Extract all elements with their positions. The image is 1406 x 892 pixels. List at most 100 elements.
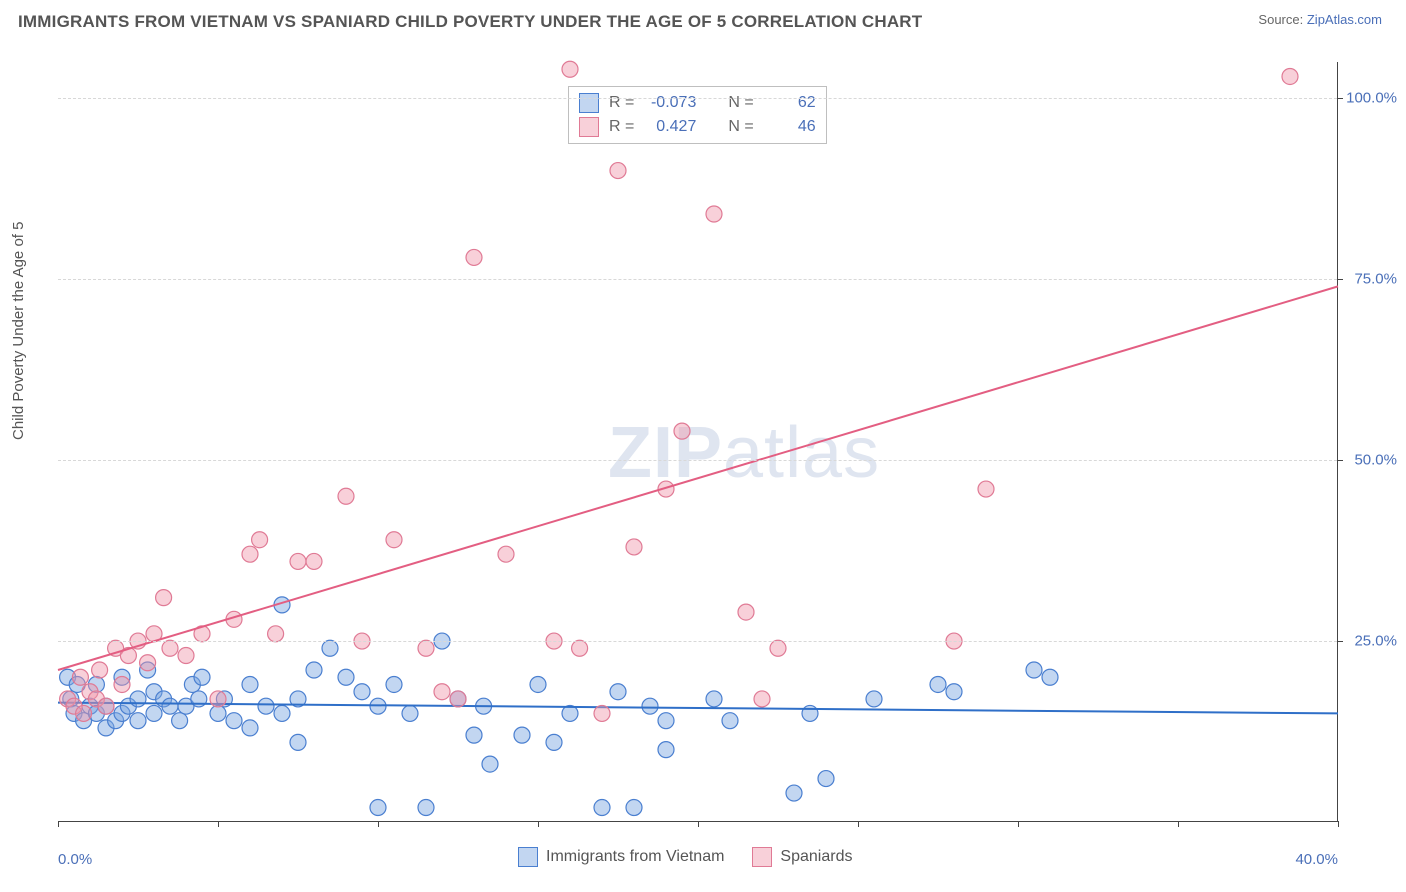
gridline [58, 460, 1337, 461]
y-axis-label: Child Poverty Under the Age of 5 [10, 222, 27, 440]
data-point [610, 163, 626, 179]
data-point [1042, 669, 1058, 685]
data-point [1026, 662, 1042, 678]
data-point [274, 705, 290, 721]
data-point [722, 713, 738, 729]
data-point [306, 662, 322, 678]
x-tick [378, 821, 379, 827]
legend-swatch [518, 847, 538, 867]
data-point [268, 626, 284, 642]
x-tick [58, 821, 59, 827]
source-label: Source: ZipAtlas.com [1258, 12, 1382, 27]
data-point [354, 684, 370, 700]
x-tick [1338, 821, 1339, 827]
data-point [738, 604, 754, 620]
data-point [658, 713, 674, 729]
data-point [626, 800, 642, 816]
data-point [386, 532, 402, 548]
data-point [130, 713, 146, 729]
y-tick [1337, 460, 1343, 461]
data-point [770, 640, 786, 656]
trend-line [58, 703, 1338, 714]
data-point [514, 727, 530, 743]
data-point [130, 691, 146, 707]
data-point [72, 669, 88, 685]
data-point [290, 734, 306, 750]
data-point [978, 481, 994, 497]
data-point [610, 684, 626, 700]
data-point [818, 771, 834, 787]
data-point [370, 800, 386, 816]
data-point [162, 698, 178, 714]
data-point [92, 662, 108, 678]
chart-container: Child Poverty Under the Age of 5 ZIPatla… [18, 40, 1388, 870]
series-legend: Immigrants from Vietnam Spaniards [518, 847, 852, 867]
data-point [386, 676, 402, 692]
y-tick-label: 25.0% [1354, 633, 1397, 650]
legend-label: Immigrants from Vietnam [546, 848, 724, 866]
data-point [450, 691, 466, 707]
data-point [252, 532, 268, 548]
data-point [594, 705, 610, 721]
y-tick [1337, 98, 1343, 99]
data-point [338, 488, 354, 504]
data-point [482, 756, 498, 772]
data-point [786, 785, 802, 801]
data-point [594, 800, 610, 816]
data-point [434, 684, 450, 700]
data-point [98, 698, 114, 714]
gridline [58, 279, 1337, 280]
data-point [930, 676, 946, 692]
y-tick [1337, 641, 1343, 642]
data-point [1282, 68, 1298, 84]
data-point [562, 61, 578, 77]
data-point [946, 684, 962, 700]
x-origin-label: 0.0% [58, 851, 92, 868]
gridline [58, 641, 1337, 642]
data-point [210, 691, 226, 707]
data-point [156, 590, 172, 606]
data-point [194, 669, 210, 685]
gridline [58, 98, 1337, 99]
plot-area: ZIPatlas R =-0.073N =62R =0.427N =46 25.… [58, 62, 1338, 822]
legend-swatch [752, 847, 772, 867]
data-point [706, 691, 722, 707]
data-point [210, 705, 226, 721]
data-point [140, 655, 156, 671]
data-point [546, 734, 562, 750]
legend-label: Spaniards [780, 848, 852, 866]
legend-item: Immigrants from Vietnam [518, 847, 724, 867]
data-point [530, 676, 546, 692]
data-point [626, 539, 642, 555]
x-tick [858, 821, 859, 827]
y-tick [1337, 279, 1343, 280]
data-point [338, 669, 354, 685]
x-tick [538, 821, 539, 827]
data-point [114, 676, 130, 692]
legend-item: Spaniards [752, 847, 852, 867]
data-point [242, 546, 258, 562]
source-link[interactable]: ZipAtlas.com [1307, 12, 1382, 27]
y-tick-label: 100.0% [1346, 90, 1397, 107]
data-point [674, 423, 690, 439]
data-point [466, 727, 482, 743]
data-point [242, 676, 258, 692]
x-tick [698, 821, 699, 827]
data-point [258, 698, 274, 714]
data-point [642, 698, 658, 714]
trend-line [58, 286, 1338, 670]
data-point [754, 691, 770, 707]
data-point [498, 546, 514, 562]
data-point [402, 705, 418, 721]
data-point [418, 640, 434, 656]
x-tick [1018, 821, 1019, 827]
x-tick [1178, 821, 1179, 827]
data-point [322, 640, 338, 656]
chart-title: IMMIGRANTS FROM VIETNAM VS SPANIARD CHIL… [18, 12, 922, 32]
data-point [162, 640, 178, 656]
y-tick-label: 75.0% [1354, 271, 1397, 288]
data-point [802, 705, 818, 721]
data-point [178, 648, 194, 664]
data-point [866, 691, 882, 707]
data-point [290, 553, 306, 569]
